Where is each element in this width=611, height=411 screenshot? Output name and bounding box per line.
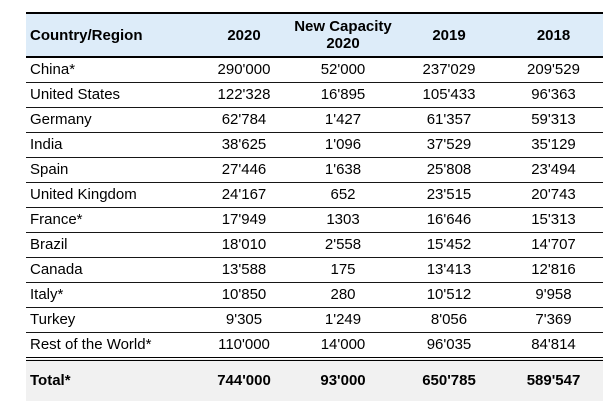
row-label: Italy* <box>26 282 196 308</box>
value-cell: 650'785 <box>394 359 504 401</box>
value-cell: 7'369 <box>504 307 603 333</box>
value-cell: 12'816 <box>504 257 603 283</box>
table-row: Canada 13'588 175 13'413 12'816 <box>26 257 603 283</box>
value-cell: 13'413 <box>394 257 504 283</box>
capacity-table-container: Country/Region 2020 New Capacity 2020 2019 2… <box>26 12 603 401</box>
value-cell: 9'958 <box>504 282 603 308</box>
value-cell: 35'129 <box>504 132 603 158</box>
value-cell: 1'638 <box>292 157 394 183</box>
value-cell: 20'743 <box>504 182 603 208</box>
row-label: Spain <box>26 157 196 183</box>
value-cell: 52'000 <box>292 57 394 83</box>
row-label: Brazil <box>26 232 196 258</box>
table-row: China* 290'000 52'000 237'029 209'529 <box>26 57 603 83</box>
value-cell: 38'625 <box>196 132 292 158</box>
total-row: Total* 744'000 93'000 650'785 589'547 <box>26 359 603 401</box>
header-cell-1: 2020 <box>196 12 292 58</box>
header-row: Country/Region 2020 New Capacity 2020 2019 2… <box>26 12 603 58</box>
value-cell: 1'427 <box>292 107 394 133</box>
row-label: Canada <box>26 257 196 283</box>
value-cell: 175 <box>292 257 394 283</box>
value-cell: 23'515 <box>394 182 504 208</box>
row-label: Total* <box>26 359 196 401</box>
table-row: India 38'625 1'096 37'529 35'129 <box>26 132 603 158</box>
row-label: Turkey <box>26 307 196 333</box>
value-cell: 237'029 <box>394 57 504 83</box>
value-cell: 8'056 <box>394 307 504 333</box>
row-label: United Kingdom <box>26 182 196 208</box>
value-cell: 1'096 <box>292 132 394 158</box>
value-cell: 25'808 <box>394 157 504 183</box>
table-row: Rest of the World* 110'000 14'000 96'035 84'… <box>26 332 603 361</box>
value-cell: 93'000 <box>292 359 394 401</box>
row-label: Rest of the World* <box>26 332 196 361</box>
value-cell: 110'000 <box>196 332 292 361</box>
value-cell: 23'494 <box>504 157 603 183</box>
table-body: China* 290'000 52'000 237'029 209'529 United … <box>26 57 603 401</box>
value-cell: 290'000 <box>196 57 292 83</box>
value-cell: 16'646 <box>394 207 504 233</box>
value-cell: 59'313 <box>504 107 603 133</box>
value-cell: 17'949 <box>196 207 292 233</box>
value-cell: 96'035 <box>394 332 504 361</box>
value-cell: 96'363 <box>504 82 603 108</box>
value-cell: 105'433 <box>394 82 504 108</box>
value-cell: 14'000 <box>292 332 394 361</box>
row-label: China* <box>26 57 196 83</box>
table-row: Spain 27'446 1'638 25'808 23'494 <box>26 157 603 183</box>
value-cell: 209'529 <box>504 57 603 83</box>
value-cell: 14'707 <box>504 232 603 258</box>
table-row: Italy* 10'850 280 10'512 9'958 <box>26 282 603 308</box>
value-cell: 15'313 <box>504 207 603 233</box>
row-label: India <box>26 132 196 158</box>
value-cell: 24'167 <box>196 182 292 208</box>
value-cell: 18'010 <box>196 232 292 258</box>
value-cell: 1'249 <box>292 307 394 333</box>
table-row: France* 17'949 1303 16'646 15'313 <box>26 207 603 233</box>
value-cell: 744'000 <box>196 359 292 401</box>
table-row: Brazil 18'010 2'558 15'452 14'707 <box>26 232 603 258</box>
value-cell: 61'357 <box>394 107 504 133</box>
value-cell: 652 <box>292 182 394 208</box>
row-label: United States <box>26 82 196 108</box>
value-cell: 16'895 <box>292 82 394 108</box>
value-cell: 122'328 <box>196 82 292 108</box>
value-cell: 27'446 <box>196 157 292 183</box>
value-cell: 62'784 <box>196 107 292 133</box>
value-cell: 13'588 <box>196 257 292 283</box>
header-cell-2: New Capacity 2020 <box>292 12 394 58</box>
table-row: United States 122'328 16'895 105'433 96'363 <box>26 82 603 108</box>
table-row: Germany 62'784 1'427 61'357 59'313 <box>26 107 603 133</box>
header-cell-country: Country/Region <box>26 12 196 58</box>
capacity-table: Country/Region 2020 New Capacity 2020 2019 2… <box>26 12 603 401</box>
table-row: United Kingdom 24'167 652 23'515 20'743 <box>26 182 603 208</box>
row-label: France* <box>26 207 196 233</box>
value-cell: 2'558 <box>292 232 394 258</box>
value-cell: 9'305 <box>196 307 292 333</box>
header-cell-3: 2019 <box>394 12 504 58</box>
value-cell: 10'850 <box>196 282 292 308</box>
table-row: Turkey 9'305 1'249 8'056 7'369 <box>26 307 603 333</box>
value-cell: 589'547 <box>504 359 603 401</box>
value-cell: 10'512 <box>394 282 504 308</box>
value-cell: 37'529 <box>394 132 504 158</box>
value-cell: 84'814 <box>504 332 603 361</box>
row-label: Germany <box>26 107 196 133</box>
header-cell-4: 2018 <box>504 12 603 58</box>
value-cell: 280 <box>292 282 394 308</box>
value-cell: 15'452 <box>394 232 504 258</box>
value-cell: 1303 <box>292 207 394 233</box>
